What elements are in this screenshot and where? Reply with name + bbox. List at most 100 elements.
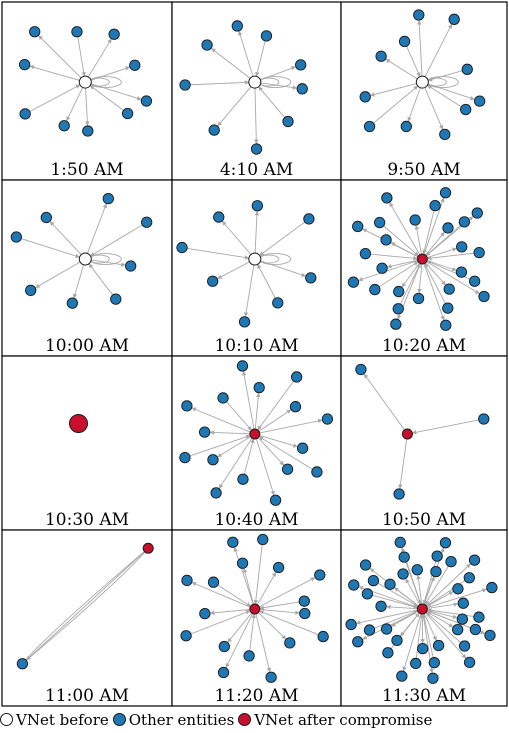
edge	[377, 582, 419, 607]
edge	[389, 202, 421, 255]
entity-node	[431, 550, 443, 562]
entity-node	[82, 125, 94, 137]
edge	[402, 613, 422, 672]
panel-time-label: 4:10 AM	[220, 160, 293, 180]
panel-7: 10:30 AM	[1, 355, 173, 531]
edge	[243, 264, 255, 317]
entity-node	[108, 28, 120, 40]
vnet-after-node	[416, 603, 428, 615]
entity-node	[429, 200, 441, 212]
entity-node	[417, 643, 429, 655]
entity-node	[432, 639, 445, 652]
entity-node	[394, 536, 406, 549]
entity-node	[345, 618, 357, 631]
edge	[49, 221, 82, 255]
entity-node	[71, 26, 83, 38]
edge	[426, 260, 457, 272]
legend-item-vnet-before: VNet before	[0, 711, 109, 729]
panel-frame	[340, 179, 508, 357]
entity-node	[352, 636, 364, 648]
entity-node	[439, 187, 452, 199]
panel-time-label: 9:50 AM	[387, 160, 460, 180]
entity-node	[321, 413, 334, 425]
edge	[255, 613, 272, 673]
edge	[258, 612, 287, 640]
edge	[401, 262, 420, 288]
panel-3: 9:50 AM	[340, 1, 508, 181]
entity-node	[355, 363, 367, 376]
vnet-after-node	[69, 414, 88, 433]
edge	[370, 83, 417, 97]
panel-2: 4:10 AM	[171, 1, 342, 181]
entity-node	[213, 211, 225, 223]
panel-11: 11:20 AM	[171, 529, 342, 707]
edge	[257, 437, 285, 466]
edge	[415, 613, 424, 659]
edge	[259, 610, 319, 635]
entity-node	[140, 95, 153, 107]
entity-node	[439, 128, 451, 141]
edge	[407, 87, 421, 122]
entity-node	[314, 569, 326, 581]
entity-node	[442, 222, 454, 234]
edge	[363, 373, 405, 431]
entity-node	[236, 360, 249, 372]
network-grid-svg: 1:50 AM 4:10 AM 9:50 AM 10:00 AM 10:10 AM 10:…	[1, 1, 508, 707]
entity-node	[411, 564, 423, 576]
entity-node	[58, 120, 70, 132]
edge	[221, 220, 252, 255]
edge	[386, 604, 418, 610]
entity-node	[10, 231, 22, 243]
entity-node	[179, 451, 191, 464]
edge	[426, 611, 454, 628]
edge	[89, 85, 124, 111]
edge	[217, 584, 251, 607]
entity-node	[265, 671, 277, 683]
entity-node	[428, 656, 440, 669]
entity-node	[29, 26, 41, 38]
edge	[259, 418, 323, 434]
entity-node	[359, 91, 371, 103]
edge	[417, 263, 423, 294]
entity-node	[452, 624, 464, 636]
entity-node	[272, 297, 284, 309]
entity-node	[473, 246, 485, 259]
edge	[255, 438, 275, 496]
panel-frame	[340, 355, 508, 531]
entity-node	[352, 220, 364, 233]
entity-node	[468, 554, 481, 566]
edge	[254, 88, 259, 145]
edge	[426, 588, 488, 608]
panel-frame	[1, 355, 173, 531]
vnet-after-node	[401, 428, 413, 440]
edge	[424, 87, 444, 130]
entity-node	[463, 656, 476, 669]
edge	[88, 38, 112, 78]
edge	[258, 436, 313, 470]
entity-node	[461, 63, 473, 75]
edge	[425, 612, 467, 659]
entity-node	[250, 143, 263, 155]
entity-node	[484, 629, 496, 642]
entity-node	[456, 613, 469, 625]
entity-node	[299, 607, 311, 620]
edge	[424, 566, 449, 606]
entity-node	[272, 561, 285, 574]
entity-node	[284, 637, 296, 649]
edge	[425, 611, 461, 643]
entity-node	[393, 285, 405, 298]
entity-node	[375, 600, 387, 612]
edge	[227, 612, 253, 643]
edge	[191, 582, 251, 608]
edge	[259, 434, 298, 448]
panel-time-label: 10:10 AM	[214, 336, 298, 356]
edge	[88, 263, 113, 296]
entity-node	[382, 647, 394, 659]
vnet-before-node	[415, 75, 429, 89]
entity-node	[296, 83, 308, 95]
vnet-after-node	[416, 253, 428, 265]
entity-node	[19, 108, 31, 120]
edge	[373, 85, 419, 124]
entity-node	[201, 39, 213, 51]
entity-node	[102, 192, 114, 205]
